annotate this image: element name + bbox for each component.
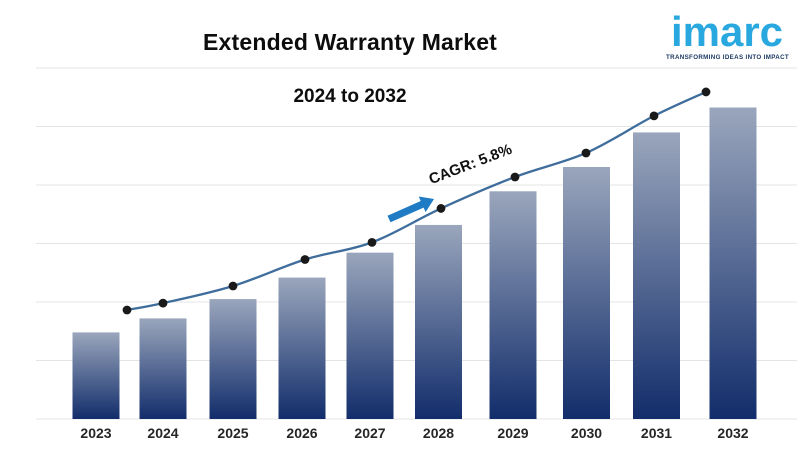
bar-2023 [72, 332, 120, 419]
bar-2024 [139, 318, 187, 419]
data-point-2032 [701, 87, 711, 97]
bar-2032 [709, 107, 757, 419]
chart-title: Extended Warranty Market [202, 29, 498, 55]
chart-subtitle: 2024 to 2032 [293, 86, 407, 107]
x-axis-label-2025: 2025 [217, 425, 249, 441]
data-point-2030 [581, 148, 591, 158]
data-point-2029 [510, 172, 520, 182]
bar-2026 [278, 277, 326, 419]
data-point-2024 [158, 298, 168, 308]
x-axis-label-2024: 2024 [147, 425, 179, 441]
x-axis-label-2030: 2030 [570, 425, 603, 441]
bar-2028 [415, 224, 462, 419]
bar-2031 [633, 132, 680, 420]
data-point-2027 [367, 237, 377, 247]
x-axis-label-2027: 2027 [354, 425, 386, 441]
x-axis-label-2032: 2032 [717, 425, 749, 441]
bar-2027 [346, 252, 394, 419]
trend-line [125, 90, 708, 312]
bar-2030 [563, 166, 610, 419]
data-point-2026 [300, 255, 310, 264]
data-point-2031 [649, 111, 659, 121]
imarc-logo-wordmark: imarc [670, 8, 784, 55]
imarc-logo: imarc TRANSFORMING IDEAS INTO IMPACT [666, 8, 790, 61]
imarc-logo-tagline: TRANSFORMING IDEAS INTO IMPACT [666, 53, 790, 61]
x-axis-label-2029: 2029 [497, 425, 529, 441]
data-point-2023 [122, 305, 132, 315]
x-axis-label-2023: 2023 [80, 425, 112, 441]
x-axis-label-2028: 2028 [422, 425, 455, 441]
x-axis-label-2031: 2031 [640, 425, 673, 441]
growth-arrow-icon [387, 196, 434, 223]
bar-2029 [489, 191, 537, 419]
bar-2025 [209, 299, 257, 419]
x-axis-label-2026: 2026 [286, 425, 318, 441]
data-point-2028 [436, 204, 446, 213]
data-point-2025 [228, 281, 238, 291]
